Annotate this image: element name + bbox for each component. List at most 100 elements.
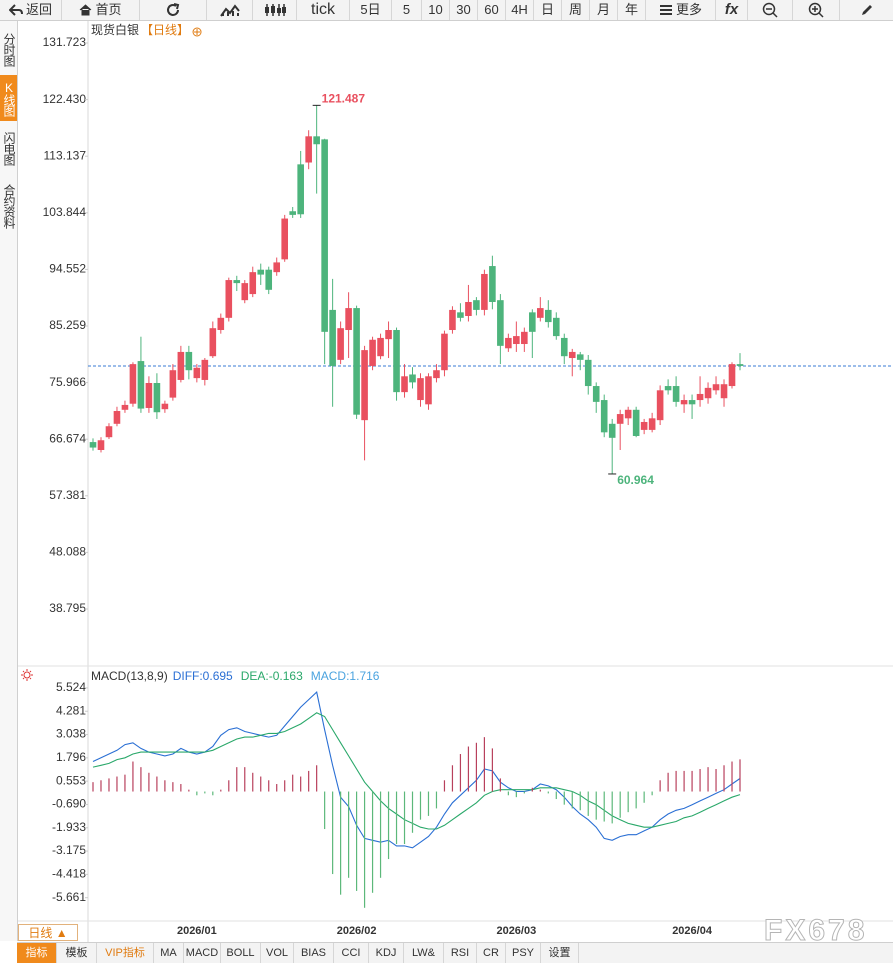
- candle-body: [177, 351, 185, 380]
- macd-line: [92, 712, 741, 830]
- candle-body: [289, 211, 296, 215]
- indicator-tab[interactable]: 模板: [57, 943, 97, 963]
- y-tick-label: 85.259: [49, 318, 86, 332]
- indicator-tab[interactable]: BIAS: [294, 943, 334, 963]
- candle-body: [529, 312, 536, 332]
- candle-body: [552, 317, 560, 337]
- side-tab-active[interactable]: K线图: [0, 75, 17, 121]
- y-tick-label: 122.430: [43, 92, 87, 106]
- zoom-in-button[interactable]: [793, 0, 840, 20]
- period-button[interactable]: 日: [534, 0, 562, 20]
- y-tick-label: 57.381: [49, 488, 86, 502]
- candle-body: [672, 386, 680, 402]
- candle-body: [497, 300, 504, 346]
- y-tick-label: 94.552: [49, 262, 86, 276]
- candle-body: [401, 376, 408, 393]
- candle-body: [233, 280, 241, 284]
- candle-body: [560, 337, 568, 357]
- period-button[interactable]: 5日: [350, 0, 392, 20]
- y-tick-label: -4.418: [52, 867, 86, 881]
- period-button[interactable]: 10: [422, 0, 450, 20]
- indicator-tab[interactable]: MACD: [184, 943, 221, 963]
- toolbar: 返回 首页 tick 5日 5 10 30 60 4H 日 周 月 年 更多 f…: [0, 0, 893, 21]
- candle-body: [257, 269, 265, 275]
- zoom-in-icon: [808, 2, 824, 18]
- draw-button[interactable]: [840, 0, 893, 20]
- side-tab[interactable]: 闪电图: [2, 131, 16, 165]
- candle-body: [704, 387, 712, 399]
- sidebar: 分时图 K线图 闪电图 合约资料: [0, 21, 18, 941]
- period-button[interactable]: 年: [618, 0, 646, 20]
- pen-icon: [861, 5, 872, 15]
- candle-body: [473, 300, 480, 310]
- side-tab[interactable]: 合约资料: [2, 184, 16, 228]
- y-tick-label: 103.844: [43, 205, 87, 219]
- refresh-button[interactable]: [140, 0, 207, 20]
- zoom-out-button[interactable]: [748, 0, 793, 20]
- candle-body: [385, 330, 392, 340]
- indicator-tab[interactable]: CCI: [334, 943, 369, 963]
- period-button[interactable]: 月: [590, 0, 618, 20]
- indicator-tab[interactable]: 指标: [17, 943, 57, 963]
- add-icon[interactable]: [192, 27, 202, 37]
- candle-body: [129, 364, 137, 404]
- low-label: 60.964: [617, 473, 654, 487]
- candle-body: [193, 367, 201, 379]
- candle-body: [433, 370, 440, 379]
- indicator-tab[interactable]: LW&: [404, 943, 444, 963]
- chart-type-button[interactable]: [207, 0, 253, 20]
- period-selector[interactable]: 日线 ▲: [18, 924, 78, 941]
- candle-body: [425, 376, 432, 405]
- indicator-tab[interactable]: VOL: [261, 943, 294, 963]
- candle-body: [393, 330, 400, 393]
- candle-body: [465, 301, 472, 317]
- candle-body: [409, 374, 416, 383]
- candle-body: [656, 390, 664, 421]
- y-tick-label: 4.281: [56, 703, 86, 717]
- side-tab[interactable]: 分时图: [2, 32, 16, 66]
- more-button[interactable]: 更多: [646, 0, 716, 20]
- candle-body: [696, 393, 704, 401]
- indicator-tab[interactable]: CR: [477, 943, 506, 963]
- formula-button[interactable]: fx: [716, 0, 748, 20]
- home-button[interactable]: 首页: [62, 0, 140, 20]
- indicator-tab[interactable]: KDJ: [369, 943, 404, 963]
- candle-body: [97, 440, 105, 450]
- indicator-tab[interactable]: 设置: [541, 943, 579, 963]
- button-label: 返回: [25, 2, 52, 17]
- candle-type-button[interactable]: [253, 0, 297, 20]
- y-tick-label: -0.690: [52, 797, 86, 811]
- back-button[interactable]: 返回: [0, 0, 62, 20]
- indicator-tab[interactable]: RSI: [444, 943, 477, 963]
- indicator-tab[interactable]: MA: [154, 943, 184, 963]
- candle-body: [265, 269, 273, 290]
- indicator-tab[interactable]: BOLL: [221, 943, 261, 963]
- y-tick-label: -3.175: [52, 843, 86, 857]
- candle-body: [153, 382, 161, 413]
- y-tick-label: 48.088: [49, 545, 86, 559]
- candle-body: [369, 339, 376, 366]
- candle-body: [441, 333, 448, 371]
- candle-body: [217, 317, 225, 331]
- button-label: 更多: [675, 2, 702, 17]
- back-icon: [8, 4, 23, 16]
- y-tick-label: 75.966: [49, 375, 86, 389]
- period-button[interactable]: 4H: [506, 0, 534, 20]
- period-button[interactable]: 30: [450, 0, 478, 20]
- indicator-tab[interactable]: PSY: [506, 943, 541, 963]
- candle-body: [121, 404, 129, 410]
- candle-body: [513, 336, 520, 345]
- period-button[interactable]: 5: [392, 0, 422, 20]
- candle-body: [225, 280, 233, 318]
- menu-icon: [659, 5, 672, 15]
- candle-body: [457, 312, 464, 318]
- tick-button[interactable]: tick: [297, 0, 350, 20]
- y-tick-label: 131.723: [43, 35, 87, 49]
- settings-icon[interactable]: [21, 669, 33, 681]
- candle-body: [680, 400, 688, 405]
- period-button[interactable]: 60: [478, 0, 506, 20]
- candle-icon: [264, 4, 286, 16]
- period-button[interactable]: 周: [562, 0, 590, 20]
- indicator-tab[interactable]: VIP指标: [97, 943, 154, 963]
